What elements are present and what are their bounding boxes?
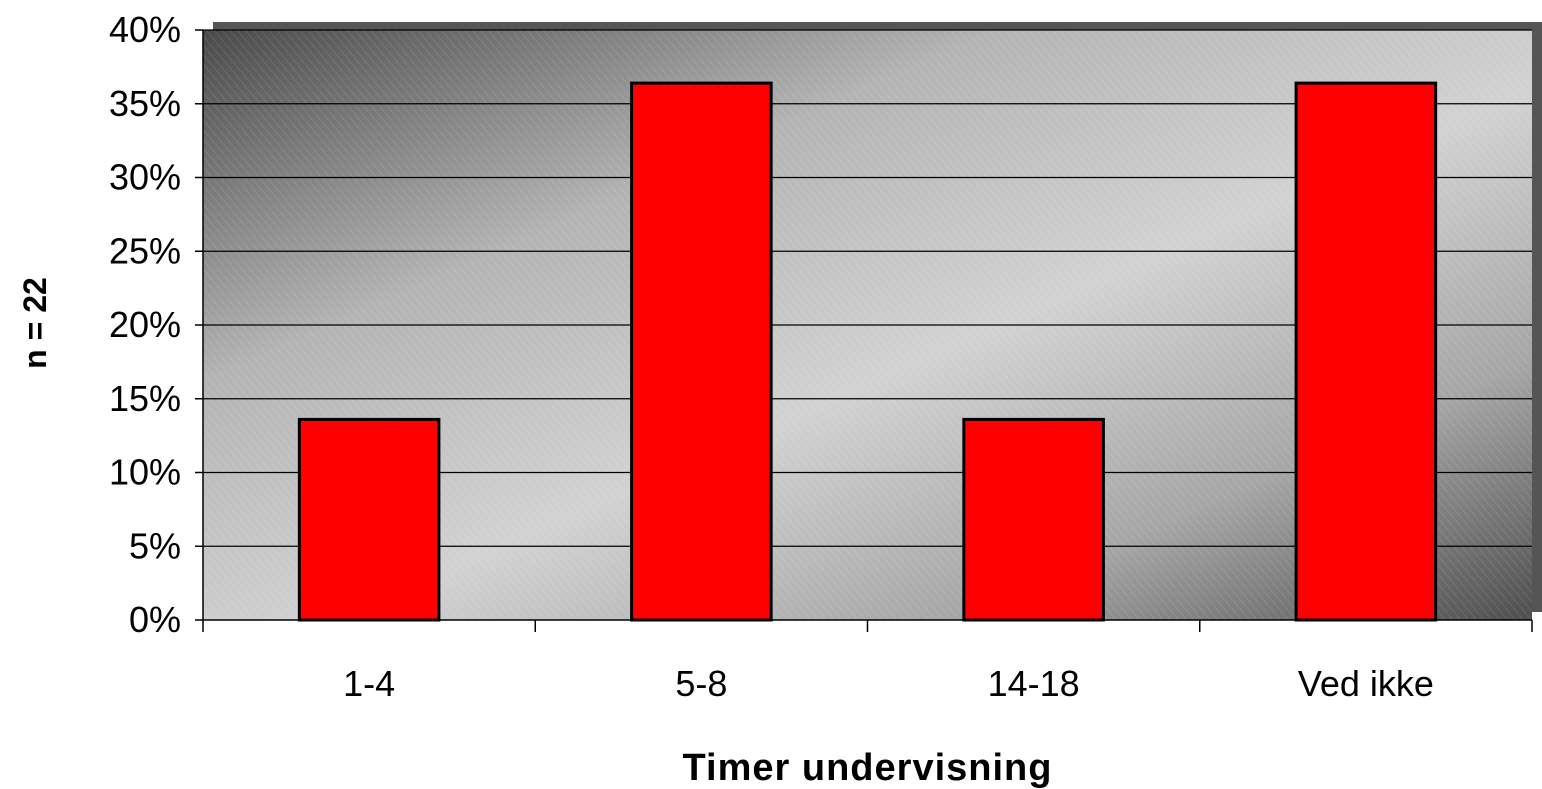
y-tick-label: 40% <box>109 9 181 50</box>
bar-14-18 <box>962 417 1105 622</box>
y-tick-labels: 0% 5% 10% 15% 20% 25% 30% 35% 40% <box>109 9 181 640</box>
x-tick-labels: 1-4 5-8 14-18 Ved ikke <box>343 663 1434 704</box>
y-axis-title: n = 22 <box>17 277 53 369</box>
y-tick-label: 25% <box>109 230 181 271</box>
x-axis-title: Timer undervisning <box>683 747 1053 789</box>
bar-ved-ikke <box>1294 81 1438 622</box>
bar-1-4 <box>297 417 441 622</box>
bars <box>297 81 1438 622</box>
x-tick-label: 14-18 <box>988 663 1080 704</box>
y-tick-label: 30% <box>109 157 181 198</box>
y-tick-label: 0% <box>129 599 181 640</box>
x-tick-label: 1-4 <box>343 663 395 704</box>
y-tick-label: 10% <box>109 452 181 493</box>
y-tick-label: 5% <box>129 525 181 566</box>
x-tick-label: 5-8 <box>675 663 727 704</box>
y-tick-label: 35% <box>109 83 181 124</box>
y-tick-label: 20% <box>109 304 181 345</box>
y-tick-label: 15% <box>109 378 181 419</box>
bar-5-8 <box>630 81 773 622</box>
x-tick-label: Ved ikke <box>1298 663 1434 704</box>
